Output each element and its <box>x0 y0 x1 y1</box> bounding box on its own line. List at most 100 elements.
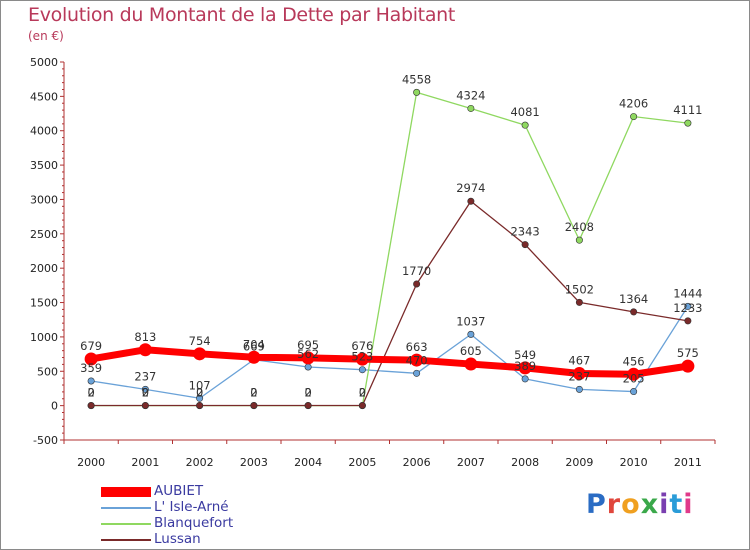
legend-swatch <box>101 487 151 497</box>
y-tick-label: 1000 <box>30 331 58 344</box>
data-point <box>84 352 98 366</box>
x-tick-label: 2009 <box>565 456 593 469</box>
data-point <box>413 88 421 96</box>
data-label: 467 <box>568 354 590 368</box>
x-tick-label: 2004 <box>294 456 322 469</box>
data-label: 0 <box>250 386 257 400</box>
data-label: 0 <box>196 386 203 400</box>
legend-swatch <box>101 539 151 541</box>
data-label: 2 <box>142 385 149 399</box>
data-label: 107 <box>189 378 211 392</box>
data-label: 549 <box>514 348 536 362</box>
chart-title: Evolution du Montant de la Dette par Hab… <box>28 4 456 26</box>
data-label: 4206 <box>619 97 648 111</box>
data-label: 389 <box>514 359 536 373</box>
legend-swatch <box>101 507 151 509</box>
data-label: 237 <box>134 369 156 383</box>
y-tick-label: 500 <box>37 365 58 378</box>
data-point <box>521 241 529 249</box>
y-tick-label: 3000 <box>30 193 58 206</box>
logo-letter: o <box>621 489 641 520</box>
x-tick-label: 2000 <box>77 456 105 469</box>
data-point <box>410 353 424 367</box>
data-point <box>575 298 583 306</box>
y-tick-label: 5000 <box>30 56 58 69</box>
data-label: 575 <box>677 346 699 360</box>
data-point <box>196 401 204 409</box>
logo-letter: t <box>669 489 684 520</box>
data-label: 0 <box>304 386 311 400</box>
data-label: 562 <box>297 347 319 361</box>
data-label: 1770 <box>402 264 431 278</box>
data-point <box>630 308 638 316</box>
data-label: 4324 <box>456 88 485 102</box>
data-point <box>193 347 207 361</box>
data-point <box>87 401 95 409</box>
data-label: 813 <box>134 330 156 344</box>
legend-label: L' Isle-Arné <box>154 499 229 515</box>
data-label: 0 <box>142 386 149 400</box>
y-tick-label: 4500 <box>30 90 58 103</box>
series-line-3 <box>90 200 689 407</box>
data-point <box>358 401 366 409</box>
data-point <box>684 302 692 310</box>
data-point <box>630 388 638 396</box>
data-point <box>413 369 421 377</box>
y-tick-label: 2000 <box>30 262 58 275</box>
y-tick-label: 3500 <box>30 159 58 172</box>
data-point <box>301 351 315 365</box>
data-label: 359 <box>80 361 102 375</box>
data-label: 2343 <box>510 225 539 239</box>
data-point <box>681 359 695 373</box>
y-tick-label: 0 <box>51 400 58 413</box>
series-line-1 <box>90 305 689 399</box>
legend-label: Lussan <box>154 531 201 547</box>
data-label: 237 <box>568 369 590 383</box>
data-point <box>627 367 641 381</box>
data-point <box>575 236 583 244</box>
data-label: 4111 <box>673 103 702 117</box>
data-label: 2 <box>304 385 311 399</box>
data-label: 1364 <box>619 292 648 306</box>
y-tick-label: 4000 <box>30 125 58 138</box>
legend-label: AUBIET <box>154 483 204 499</box>
data-label: 470 <box>406 353 428 367</box>
y-tick-label: 2500 <box>30 228 58 241</box>
logo-letter: r <box>606 489 622 520</box>
y-tick-label: 1500 <box>30 297 58 310</box>
data-label: 2 <box>359 385 366 399</box>
data-label: 1233 <box>673 301 702 315</box>
data-label: 2 <box>250 385 257 399</box>
data-label: 679 <box>80 339 102 353</box>
data-label: 695 <box>297 338 319 352</box>
x-tick-label: 2006 <box>403 456 431 469</box>
data-label: 2 <box>196 385 203 399</box>
chart-subtitle: (en €) <box>28 29 64 43</box>
y-tick-label: -500 <box>33 434 58 447</box>
data-label: 0 <box>359 386 366 400</box>
data-point <box>250 401 258 409</box>
data-point <box>521 121 529 129</box>
data-point <box>138 343 152 357</box>
x-tick-label: 2005 <box>348 456 376 469</box>
data-label: 704 <box>243 337 265 351</box>
data-point <box>464 357 478 371</box>
data-point <box>87 377 95 385</box>
data-label: 669 <box>243 340 265 354</box>
data-point <box>518 361 532 375</box>
x-tick-label: 2008 <box>511 456 539 469</box>
data-point <box>684 119 692 127</box>
x-tick-label: 2007 <box>457 456 485 469</box>
data-point <box>358 366 366 374</box>
data-point <box>575 385 583 393</box>
data-label: 1444 <box>673 286 702 300</box>
data-point <box>141 385 149 393</box>
data-label: 605 <box>460 344 482 358</box>
legend-swatch <box>101 523 151 525</box>
data-label: 456 <box>623 354 645 368</box>
logo-letter: i <box>659 489 670 520</box>
data-point <box>467 330 475 338</box>
data-point <box>141 401 149 409</box>
